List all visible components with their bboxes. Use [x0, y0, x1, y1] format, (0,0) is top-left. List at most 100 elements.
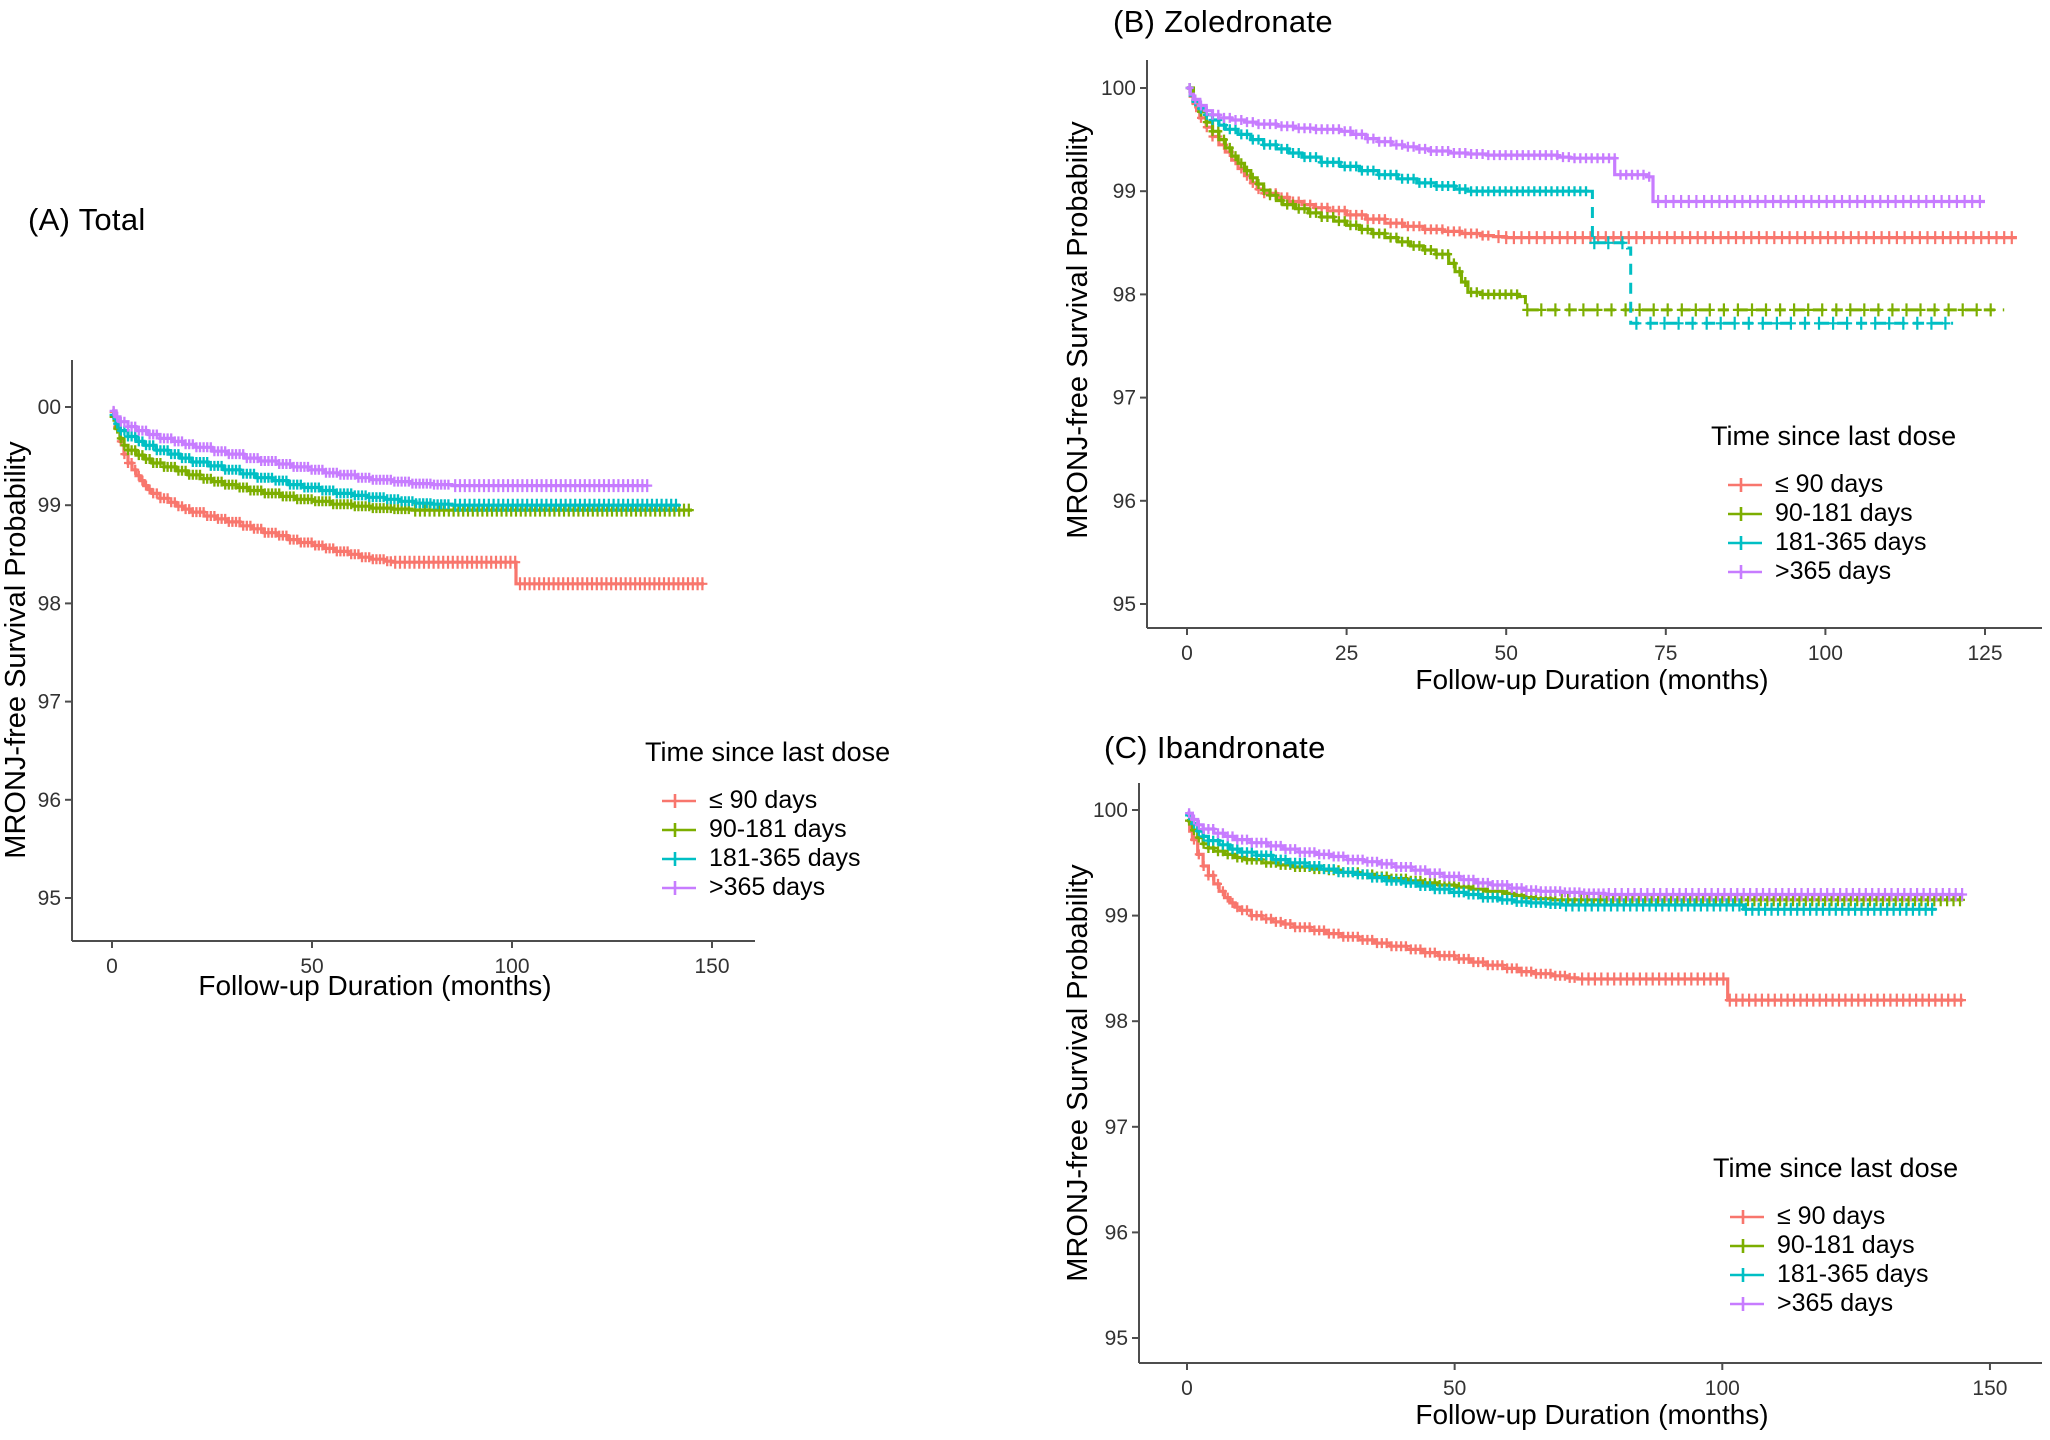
censor-marks-tail — [410, 503, 694, 517]
legend-key-icon — [662, 851, 696, 866]
panel-b-x-axis-title: Follow-up Duration (months) — [1415, 664, 1769, 695]
legend-item-label: 90-181 days — [1777, 1231, 1915, 1259]
legend-item-label: >365 days — [1777, 1289, 1894, 1317]
panel-b-plot: 0 25 50 75 100 125 95 96 97 98 99 100 — [1101, 60, 2042, 665]
panel-a-x-axis-title: Follow-up Duration (months) — [198, 970, 552, 1001]
censor-marks-tail — [1577, 972, 1966, 1007]
legend-item-label: >365 days — [709, 873, 826, 901]
legend-title: Time since last dose — [1711, 421, 1957, 451]
censor-marks-tail — [1603, 888, 1968, 901]
legend-item: 181-365 days — [645, 844, 890, 873]
panel-c-title: (C) Ibandronate — [1104, 730, 1326, 765]
panel-a-title: (A) Total — [28, 202, 146, 237]
legend-item-label: ≤ 90 days — [1775, 470, 1884, 498]
panel-a-y-axis-title: MRONJ-free Survival Probability — [0, 441, 32, 859]
legend-item: ≤ 90 days — [1711, 470, 1956, 499]
y-tick-label: 95 — [38, 887, 61, 910]
step-line — [1187, 86, 1523, 299]
legend-key-icon — [662, 822, 696, 837]
legend-item: 181-365 days — [1713, 1260, 1958, 1289]
y-tick-label: 96 — [38, 789, 61, 812]
censor-marks-dense — [1185, 83, 1654, 182]
x-tick-label: 0 — [1181, 1377, 1193, 1400]
y-tick-label: 97 — [38, 691, 61, 714]
curve--90-days — [109, 406, 708, 591]
legend-item-label: 90-181 days — [709, 815, 847, 843]
x-tick-label: 125 — [1967, 642, 2002, 665]
censor-marks-tail — [450, 498, 681, 512]
censor-marks-tail — [450, 479, 653, 493]
panel-b-title: (B) Zoledronate — [1113, 4, 1333, 39]
curve-181-365-days — [1185, 83, 1954, 330]
legend-key-icon — [1730, 1267, 1764, 1282]
y-tick-label: 99 — [38, 494, 61, 517]
step-line — [1187, 86, 1985, 204]
legend-key-icon — [662, 793, 696, 808]
legend-item-label: >365 days — [1775, 557, 1892, 585]
censor-marks-tail — [1561, 898, 1938, 916]
y-tick-label: 00 — [38, 396, 61, 419]
y-tick-label: 99 — [1113, 180, 1136, 203]
legend-title: Time since last dose — [645, 737, 891, 767]
y-tick-label: 99 — [1105, 905, 1128, 928]
x-tick-label: 50 — [300, 955, 323, 978]
x-tick-label: 100 — [1705, 1377, 1740, 1400]
legend-item-label: 181-365 days — [709, 844, 861, 872]
y-tick-label: 96 — [1113, 490, 1136, 513]
legend-item: 90-181 days — [645, 815, 890, 844]
y-tick-label: 98 — [1105, 1010, 1128, 1033]
panel-b-y-axis-title: MRONJ-free Survival Probability — [1062, 121, 1094, 539]
censor-marks-tail — [1522, 303, 1996, 317]
curve--365-days — [1185, 83, 1985, 208]
legend-key-icon — [1728, 564, 1762, 579]
censor-marks-dense — [109, 405, 453, 490]
legend-item: 181-365 days — [1711, 528, 1956, 557]
x-tick-label: 100 — [494, 955, 529, 978]
y-tick-label: 96 — [1105, 1221, 1128, 1244]
legend-item: 90-181 days — [1713, 1231, 1958, 1260]
legend-key-icon — [662, 880, 696, 895]
legend-item: ≤ 90 days — [645, 786, 890, 815]
y-tick-label: 95 — [1113, 593, 1136, 616]
x-tick-label: 150 — [694, 955, 729, 978]
panel-c-plot: 0 50 100 150 95 96 97 98 99 100 — [1093, 783, 2042, 1400]
panel-a-plot: 0 50 100 150 95 96 97 98 99 00 — [38, 360, 755, 978]
legend-item: ≤ 90 days — [1713, 1202, 1958, 1231]
censor-marks-dense — [1185, 808, 1608, 899]
censor-marks-tail — [1653, 195, 1985, 208]
legend-item-label: 90-181 days — [1775, 499, 1913, 527]
y-tick-label: 95 — [1105, 1327, 1128, 1350]
legend-key-icon — [1730, 1209, 1764, 1224]
censor-marks-tail — [1493, 230, 2017, 245]
panel-c-y-axis-title: MRONJ-free Survival Probability — [1062, 864, 1094, 1282]
legend-item-label: 181-365 days — [1777, 1260, 1929, 1288]
axes: 0 25 50 75 100 125 95 96 97 98 99 100 — [1101, 60, 2042, 665]
legend-key-icon — [1730, 1296, 1764, 1311]
legend-title: Time since last dose — [1713, 1153, 1959, 1183]
legend-item: >365 days — [645, 873, 890, 902]
step-line-dashed — [1589, 189, 1954, 325]
curve--365-days — [1185, 808, 1968, 901]
x-tick-label: 50 — [1443, 1377, 1466, 1400]
y-tick-label: 100 — [1101, 77, 1136, 100]
legend-item-label: 181-365 days — [1775, 528, 1927, 556]
legend-key-icon — [1728, 506, 1762, 521]
curve-181-365-days — [109, 409, 681, 512]
x-tick-label: 150 — [1972, 1377, 2007, 1400]
legend-item-label: ≤ 90 days — [1777, 1202, 1886, 1230]
legend-item-label: ≤ 90 days — [709, 786, 818, 814]
axes: 0 50 100 150 95 96 97 98 99 00 — [38, 360, 755, 978]
legend-key-icon — [1728, 535, 1762, 550]
panel-c-x-axis-title: Follow-up Duration (months) — [1415, 1399, 1769, 1430]
y-tick-label: 97 — [1113, 387, 1136, 410]
censor-marks-tail — [1589, 236, 1951, 330]
legend-item: >365 days — [1711, 557, 1956, 586]
panel-c-legend: Time since last dose ≤ 90 days 90-181 day… — [1713, 1153, 1958, 1318]
censor-marks-dense — [1185, 815, 1555, 904]
y-tick-label: 97 — [1105, 1116, 1128, 1139]
axes: 0 50 100 150 95 96 97 98 99 100 — [1093, 783, 2042, 1400]
x-tick-label: 50 — [1495, 642, 1518, 665]
step-line — [1187, 86, 2017, 240]
